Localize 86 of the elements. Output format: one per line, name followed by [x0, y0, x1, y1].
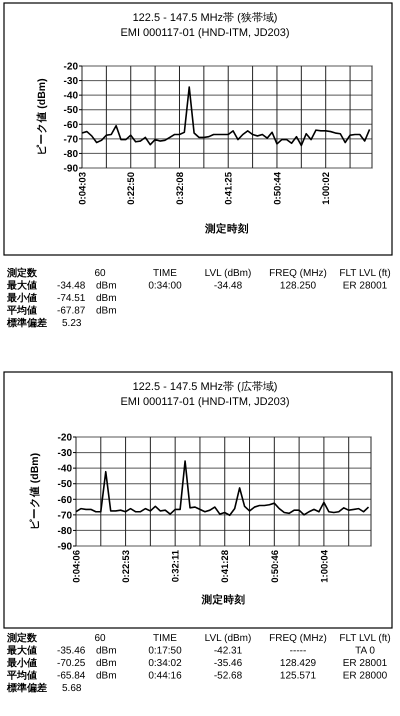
y-tick-label: -50	[58, 479, 72, 490]
x-axis-title: 測定時刻	[204, 222, 249, 235]
y-tick-label: -50	[64, 105, 78, 116]
text: -70.25	[57, 658, 86, 669]
text: 128.250	[280, 280, 317, 292]
text: 測定数	[6, 267, 38, 279]
x-tick-label: 0:22:53	[121, 550, 132, 583]
x-tick-label: 0:41:28	[220, 550, 232, 583]
text: -35.46	[57, 646, 86, 656]
text: FREQ (MHz)	[269, 633, 327, 644]
y-tick-label: -40	[64, 90, 78, 102]
text: -34.48	[214, 280, 243, 292]
text: FLT LVL (ft)	[339, 268, 391, 279]
text: 最小値	[6, 292, 37, 304]
text: 0:17:50	[148, 646, 182, 656]
text: -----	[290, 646, 306, 656]
x-tick-label: 0:41:25	[224, 171, 235, 205]
y-tick-label: -60	[64, 120, 78, 131]
text: dBm	[96, 293, 117, 304]
text: 平均値	[6, 670, 37, 682]
text: 最小値	[6, 657, 37, 669]
y-tick-label: -80	[64, 148, 78, 160]
y-tick-label: -40	[58, 464, 72, 475]
text: -65.84	[57, 670, 86, 682]
y-tick-label: -90	[64, 164, 78, 174]
text: 標準偏差	[6, 317, 47, 329]
x-axis-title: 測定時刻	[200, 593, 246, 606]
text: dBm	[96, 670, 117, 682]
text: ER 28000	[342, 670, 388, 682]
text: LVL (dBm)	[204, 268, 252, 279]
x-tick-label: 0:22:50	[126, 172, 138, 205]
text: -67.87	[57, 306, 86, 316]
text: ER 28001	[342, 658, 388, 669]
text: 最大値	[6, 280, 37, 292]
chart-title: 122.5 - 147.5 MHz帯 (狭帯域)	[132, 11, 278, 24]
y-tick-label: -30	[64, 76, 78, 88]
text: ER 28001	[342, 280, 388, 292]
x-tick-label: 1:00:02	[321, 172, 332, 205]
text: FREQ (MHz)	[269, 268, 327, 279]
text: 0:44:16	[148, 670, 182, 682]
text: 測定数	[6, 632, 38, 644]
text: dBm	[96, 280, 117, 292]
y-tick-label: -30	[58, 448, 72, 460]
y-tick-label: -70	[58, 510, 72, 522]
text: dBm	[96, 306, 117, 316]
y-tick-label: -90	[58, 542, 72, 552]
text: 0:34:02	[148, 658, 182, 669]
text: FLT LVL (ft)	[339, 633, 391, 644]
text: TIME	[153, 633, 178, 644]
y-axis-title: ピーク値 (dBm)	[28, 452, 41, 530]
text: TA 0	[355, 646, 376, 656]
chart-subtitle: EMI 000117-01 (HND-ITM, JD203)	[120, 396, 290, 408]
text: -42.31	[214, 646, 243, 656]
text: TIME	[153, 268, 178, 279]
x-tick-label: 0:32:11	[170, 549, 182, 582]
text: dBm	[96, 658, 117, 669]
text: 最大値	[6, 644, 37, 656]
text: -35.46	[214, 658, 243, 669]
y-tick-label: -20	[64, 62, 78, 72]
text: dBm	[96, 646, 117, 656]
text: 125.571	[280, 670, 317, 682]
x-tick-label: 0:04:03	[78, 172, 88, 205]
x-tick-label: 0:50:44	[272, 171, 284, 205]
y-tick-label: -20	[58, 432, 72, 444]
x-tick-label: 0:50:46	[270, 550, 281, 583]
x-tick-label: 0:04:06	[72, 550, 82, 583]
text: 平均値	[6, 304, 37, 316]
x-tick-label: 0:32:08	[174, 172, 186, 205]
text: 128.429	[280, 658, 317, 669]
y-axis-title: ピーク値 (dBm)	[35, 78, 48, 156]
text: 0:34:00	[148, 280, 182, 292]
chart-subtitle: EMI 000117-01 (HND-ITM, JD203)	[120, 27, 290, 39]
y-tick-label: -80	[58, 526, 72, 537]
text: 60	[94, 633, 106, 644]
text: 60	[94, 268, 106, 279]
chart-title: 122.5 - 147.5 MHz帯 (広帯域)	[132, 380, 278, 393]
text: -34.48	[57, 280, 86, 292]
text: LVL (dBm)	[204, 633, 252, 644]
text: 標準偏差	[6, 682, 47, 694]
y-tick-label: -70	[64, 134, 78, 146]
text: -52.68	[214, 670, 243, 682]
x-tick-label: 1:00:04	[319, 549, 330, 583]
y-tick-label: -60	[58, 494, 72, 506]
text: -74.51	[57, 293, 86, 304]
text: 5.68	[62, 683, 82, 694]
text: 5.23	[62, 318, 82, 329]
